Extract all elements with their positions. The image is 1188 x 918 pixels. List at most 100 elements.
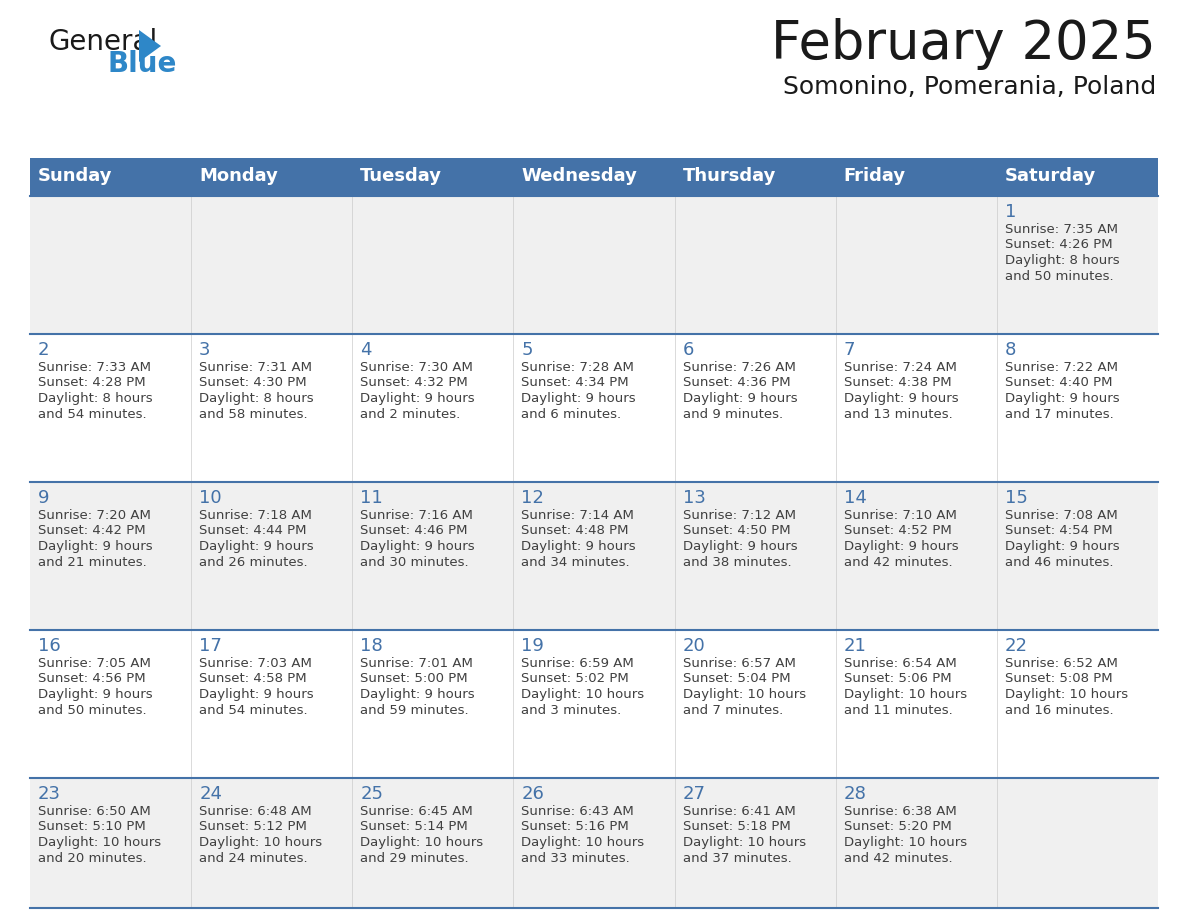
Text: and 50 minutes.: and 50 minutes. <box>38 703 146 717</box>
Text: 23: 23 <box>38 785 61 803</box>
Text: Sunset: 4:32 PM: Sunset: 4:32 PM <box>360 376 468 389</box>
Text: 25: 25 <box>360 785 384 803</box>
Text: Sunset: 4:58 PM: Sunset: 4:58 PM <box>200 673 307 686</box>
Text: Blue: Blue <box>108 50 177 78</box>
Text: Daylight: 10 hours: Daylight: 10 hours <box>522 836 645 849</box>
Text: and 6 minutes.: and 6 minutes. <box>522 408 621 420</box>
Text: Daylight: 9 hours: Daylight: 9 hours <box>360 540 475 553</box>
Text: Daylight: 8 hours: Daylight: 8 hours <box>38 392 152 405</box>
Text: February 2025: February 2025 <box>771 18 1156 70</box>
Text: Sunrise: 7:20 AM: Sunrise: 7:20 AM <box>38 509 151 522</box>
Bar <box>30 482 1158 630</box>
Text: Daylight: 10 hours: Daylight: 10 hours <box>200 836 322 849</box>
Text: 16: 16 <box>38 637 61 655</box>
Polygon shape <box>139 30 162 62</box>
Text: Daylight: 10 hours: Daylight: 10 hours <box>360 836 484 849</box>
Text: Daylight: 9 hours: Daylight: 9 hours <box>1005 392 1119 405</box>
Text: 11: 11 <box>360 489 383 507</box>
Text: 7: 7 <box>843 341 855 359</box>
Text: and 21 minutes.: and 21 minutes. <box>38 555 147 568</box>
Text: Sunset: 4:38 PM: Sunset: 4:38 PM <box>843 376 952 389</box>
Text: Sunset: 4:42 PM: Sunset: 4:42 PM <box>38 524 146 538</box>
Text: and 54 minutes.: and 54 minutes. <box>200 703 308 717</box>
Text: 26: 26 <box>522 785 544 803</box>
Text: and 26 minutes.: and 26 minutes. <box>200 555 308 568</box>
Text: 18: 18 <box>360 637 383 655</box>
Text: and 59 minutes.: and 59 minutes. <box>360 703 469 717</box>
Text: 8: 8 <box>1005 341 1016 359</box>
Text: and 50 minutes.: and 50 minutes. <box>1005 270 1113 283</box>
Text: 9: 9 <box>38 489 50 507</box>
Text: and 58 minutes.: and 58 minutes. <box>200 408 308 420</box>
Text: and 46 minutes.: and 46 minutes. <box>1005 555 1113 568</box>
Text: and 54 minutes.: and 54 minutes. <box>38 408 146 420</box>
Text: Sunrise: 6:59 AM: Sunrise: 6:59 AM <box>522 657 634 670</box>
Bar <box>30 334 1158 482</box>
Text: Sunset: 4:28 PM: Sunset: 4:28 PM <box>38 376 146 389</box>
Text: Sunset: 4:52 PM: Sunset: 4:52 PM <box>843 524 952 538</box>
Text: Sunset: 5:00 PM: Sunset: 5:00 PM <box>360 673 468 686</box>
Text: 20: 20 <box>683 637 706 655</box>
Text: Daylight: 9 hours: Daylight: 9 hours <box>200 540 314 553</box>
Text: and 38 minutes.: and 38 minutes. <box>683 555 791 568</box>
Text: 10: 10 <box>200 489 222 507</box>
Text: Sunset: 5:12 PM: Sunset: 5:12 PM <box>200 821 307 834</box>
Text: and 9 minutes.: and 9 minutes. <box>683 408 783 420</box>
Text: Sunset: 4:30 PM: Sunset: 4:30 PM <box>200 376 307 389</box>
Text: 2: 2 <box>38 341 50 359</box>
Text: and 37 minutes.: and 37 minutes. <box>683 852 791 865</box>
Text: Sunrise: 6:50 AM: Sunrise: 6:50 AM <box>38 805 151 818</box>
Text: Sunrise: 7:28 AM: Sunrise: 7:28 AM <box>522 361 634 374</box>
Text: Daylight: 9 hours: Daylight: 9 hours <box>360 392 475 405</box>
Text: Sunrise: 7:30 AM: Sunrise: 7:30 AM <box>360 361 473 374</box>
Text: Sunset: 5:04 PM: Sunset: 5:04 PM <box>683 673 790 686</box>
Text: Daylight: 10 hours: Daylight: 10 hours <box>1005 688 1127 701</box>
Text: Daylight: 10 hours: Daylight: 10 hours <box>38 836 162 849</box>
Text: Daylight: 9 hours: Daylight: 9 hours <box>522 540 636 553</box>
Text: Sunset: 4:50 PM: Sunset: 4:50 PM <box>683 524 790 538</box>
Text: Daylight: 9 hours: Daylight: 9 hours <box>360 688 475 701</box>
Text: Sunrise: 7:14 AM: Sunrise: 7:14 AM <box>522 509 634 522</box>
Text: 4: 4 <box>360 341 372 359</box>
Text: Wednesday: Wednesday <box>522 167 637 185</box>
Text: Sunrise: 7:18 AM: Sunrise: 7:18 AM <box>200 509 312 522</box>
Text: Daylight: 10 hours: Daylight: 10 hours <box>683 688 805 701</box>
Bar <box>30 196 1158 334</box>
Text: 21: 21 <box>843 637 866 655</box>
Bar <box>30 158 1158 196</box>
Text: Sunrise: 7:31 AM: Sunrise: 7:31 AM <box>200 361 312 374</box>
Text: Sunrise: 6:43 AM: Sunrise: 6:43 AM <box>522 805 634 818</box>
Text: Somonino, Pomerania, Poland: Somonino, Pomerania, Poland <box>783 75 1156 99</box>
Text: Daylight: 9 hours: Daylight: 9 hours <box>200 688 314 701</box>
Text: 6: 6 <box>683 341 694 359</box>
Text: and 17 minutes.: and 17 minutes. <box>1005 408 1113 420</box>
Text: and 7 minutes.: and 7 minutes. <box>683 703 783 717</box>
Text: Sunset: 4:54 PM: Sunset: 4:54 PM <box>1005 524 1112 538</box>
Text: Sunrise: 7:03 AM: Sunrise: 7:03 AM <box>200 657 312 670</box>
Text: General: General <box>48 28 157 56</box>
Text: and 11 minutes.: and 11 minutes. <box>843 703 953 717</box>
Text: and 42 minutes.: and 42 minutes. <box>843 852 953 865</box>
Text: Sunrise: 6:54 AM: Sunrise: 6:54 AM <box>843 657 956 670</box>
Text: 15: 15 <box>1005 489 1028 507</box>
Text: and 20 minutes.: and 20 minutes. <box>38 852 146 865</box>
Text: Thursday: Thursday <box>683 167 776 185</box>
Text: Sunrise: 7:01 AM: Sunrise: 7:01 AM <box>360 657 473 670</box>
Text: Sunrise: 7:16 AM: Sunrise: 7:16 AM <box>360 509 473 522</box>
Text: Daylight: 10 hours: Daylight: 10 hours <box>843 836 967 849</box>
Text: 5: 5 <box>522 341 533 359</box>
Text: Sunset: 4:36 PM: Sunset: 4:36 PM <box>683 376 790 389</box>
Text: Sunrise: 7:33 AM: Sunrise: 7:33 AM <box>38 361 151 374</box>
Text: Daylight: 10 hours: Daylight: 10 hours <box>843 688 967 701</box>
Text: 14: 14 <box>843 489 866 507</box>
Text: Sunrise: 7:05 AM: Sunrise: 7:05 AM <box>38 657 151 670</box>
Text: 13: 13 <box>683 489 706 507</box>
Text: Sunset: 5:14 PM: Sunset: 5:14 PM <box>360 821 468 834</box>
Text: and 13 minutes.: and 13 minutes. <box>843 408 953 420</box>
Text: 28: 28 <box>843 785 866 803</box>
Bar <box>30 630 1158 778</box>
Text: 1: 1 <box>1005 203 1016 221</box>
Text: Daylight: 9 hours: Daylight: 9 hours <box>843 392 959 405</box>
Text: Sunrise: 7:35 AM: Sunrise: 7:35 AM <box>1005 223 1118 236</box>
Text: and 34 minutes.: and 34 minutes. <box>522 555 630 568</box>
